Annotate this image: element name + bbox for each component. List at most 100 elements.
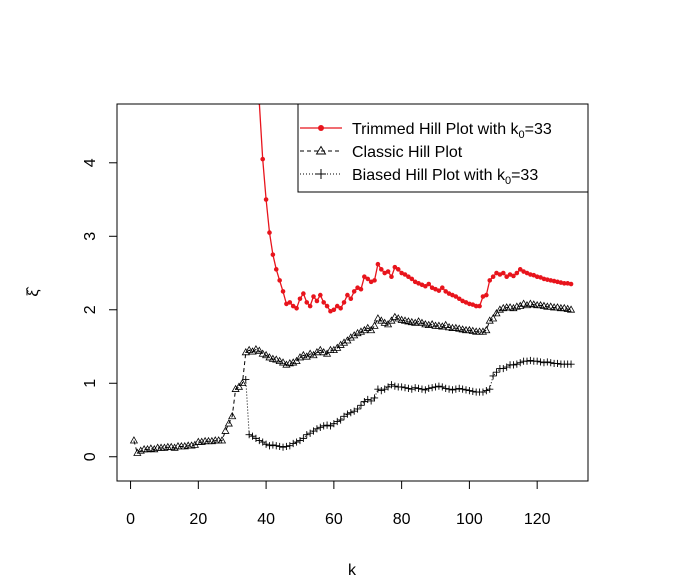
data-point-biased	[320, 422, 328, 430]
data-point-biased	[269, 441, 277, 449]
data-point-classic	[228, 411, 237, 420]
data-point-trimmed	[348, 296, 354, 302]
data-point-trimmed	[273, 267, 279, 272]
data-point-trimmed	[514, 270, 520, 276]
data-point-biased	[431, 383, 440, 391]
data-point-classic	[482, 325, 491, 334]
data-point-biased	[452, 385, 460, 393]
data-point-classic	[353, 328, 362, 337]
data-point-classic	[350, 331, 359, 339]
data-point-trimmed	[267, 230, 272, 235]
x-tick-label: 60	[325, 511, 343, 528]
data-point-biased	[299, 434, 307, 442]
data-point-trimmed	[351, 289, 357, 294]
data-point-trimmed	[504, 274, 509, 279]
data-point-classic	[377, 316, 386, 324]
x-tick-label: 40	[257, 511, 275, 528]
legend-label-biased-main: Biased Hill Plot with k	[352, 167, 506, 184]
data-point-classic	[356, 327, 366, 335]
data-point-trimmed	[311, 294, 316, 299]
data-point-classic	[387, 316, 396, 324]
data-point-biased	[465, 387, 474, 395]
data-point-biased	[425, 384, 433, 393]
data-point-trimmed	[321, 300, 326, 305]
data-point-classic	[245, 345, 254, 353]
data-point-trimmed	[402, 272, 408, 277]
data-point-classic	[295, 353, 305, 361]
data-point-biased	[516, 359, 524, 367]
data-point-biased	[333, 417, 341, 426]
data-point-classic	[177, 442, 186, 450]
data-point-classic	[221, 426, 230, 434]
data-point-classic	[390, 312, 399, 320]
data-point-biased	[482, 387, 490, 395]
data-point-trimmed	[568, 281, 574, 287]
data-point-biased	[316, 423, 324, 431]
data-point-trimmed	[287, 300, 293, 305]
x-tick-label: 20	[189, 511, 207, 528]
y-tick-label: 3	[82, 232, 99, 241]
data-point-trimmed	[436, 288, 442, 293]
data-point-classic	[383, 320, 393, 328]
data-point-trimmed	[341, 300, 347, 305]
series-classic	[129, 299, 576, 456]
data-point-trimmed	[334, 303, 340, 309]
data-point-trimmed	[487, 278, 493, 283]
data-point-biased	[370, 394, 379, 402]
data-point-trimmed	[365, 276, 371, 282]
data-point-classic	[214, 436, 223, 444]
data-point-trimmed	[277, 278, 282, 283]
data-point-trimmed	[517, 267, 523, 272]
data-point-biased	[459, 385, 467, 393]
data-point-biased	[387, 381, 396, 389]
data-point-classic	[224, 419, 233, 427]
data-point-trimmed	[490, 274, 496, 279]
data-point-trimmed	[473, 303, 479, 309]
x-axis: 0 20 40 60 80 100 120	[126, 480, 551, 528]
data-point-biased	[292, 438, 301, 446]
data-point-classic	[231, 384, 240, 392]
data-point-classic	[336, 340, 345, 348]
data-point-classic	[272, 355, 281, 363]
data-point-biased	[404, 384, 413, 393]
data-point-trimmed	[318, 292, 323, 298]
data-point-trimmed	[385, 269, 391, 274]
data-point-trimmed	[379, 267, 384, 272]
data-point-trimmed	[511, 273, 516, 279]
data-point-biased	[547, 359, 555, 367]
data-point-classic	[306, 349, 315, 357]
data-point-classic	[516, 301, 525, 309]
legend-label-trimmed-sub: 0	[519, 129, 525, 141]
data-point-classic	[370, 321, 379, 329]
data-point-trimmed	[389, 274, 394, 279]
data-point-classic	[292, 356, 301, 365]
data-point-biased	[492, 368, 501, 376]
y-tick-label: 2	[82, 305, 99, 314]
data-point-trimmed	[324, 303, 330, 309]
data-point-classic	[367, 325, 376, 334]
y-tick-label: 4	[82, 158, 99, 167]
data-point-trimmed	[304, 300, 310, 305]
data-point-classic	[319, 347, 328, 356]
data-point-trimmed	[426, 281, 432, 287]
data-point-classic	[475, 327, 484, 335]
data-point-trimmed	[301, 291, 306, 296]
series-trimmed	[257, 104, 574, 314]
data-point-biased	[479, 388, 487, 396]
data-point-classic	[241, 347, 250, 356]
data-point-biased	[540, 359, 548, 367]
data-point-biased	[245, 431, 253, 439]
data-point-classic	[414, 317, 423, 325]
series-line-classic	[133, 303, 572, 454]
x-tick-label: 120	[524, 511, 551, 528]
data-point-biased	[357, 401, 365, 409]
x-tick-label: 0	[126, 511, 135, 528]
data-point-biased	[367, 397, 375, 405]
legend-label-trimmed-main: Trimmed Hill Plot with k	[352, 121, 520, 138]
data-point-trimmed	[297, 296, 303, 302]
data-point-biased	[276, 442, 284, 451]
data-point-trimmed	[409, 276, 415, 282]
data-point-classic	[380, 318, 389, 326]
data-point-trimmed	[345, 292, 350, 298]
